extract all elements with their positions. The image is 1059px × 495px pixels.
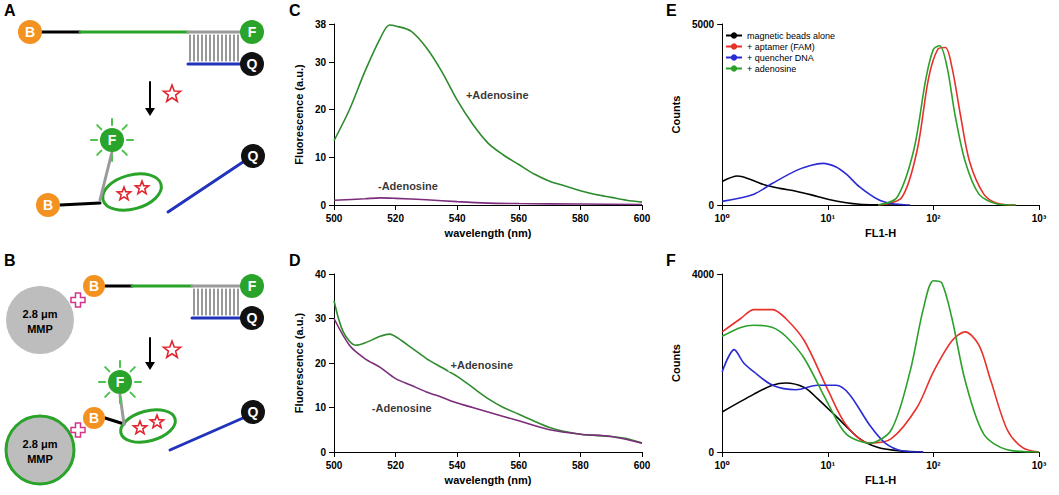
svg-text:B: B (43, 197, 53, 213)
svg-text:Q: Q (247, 56, 258, 72)
svg-text:F: F (248, 278, 257, 294)
svg-text:-Adenosine: -Adenosine (378, 180, 438, 192)
svg-text:0: 0 (709, 447, 715, 458)
svg-text:magnetic beads alone: magnetic beads alone (747, 31, 835, 41)
svg-text:B: B (25, 24, 35, 40)
svg-text:B: B (4, 252, 16, 269)
svg-text:0: 0 (320, 447, 326, 458)
svg-text:wavelength (nm): wavelength (nm) (444, 227, 532, 239)
svg-text:F: F (116, 374, 125, 390)
svg-text:FL1-H: FL1-H (865, 474, 896, 486)
svg-text:560: 560 (510, 213, 527, 224)
svg-text:+Adenosine: +Adenosine (451, 359, 514, 371)
svg-text:20: 20 (315, 104, 327, 115)
svg-text:500: 500 (326, 460, 343, 471)
svg-text:F: F (248, 24, 257, 40)
svg-text:+ aptamer (FAM): + aptamer (FAM) (747, 42, 815, 52)
svg-text:B: B (89, 410, 99, 426)
svg-text:10³: 10³ (1032, 213, 1047, 224)
svg-text:520: 520 (387, 213, 404, 224)
svg-text:520: 520 (387, 460, 404, 471)
svg-text:30: 30 (315, 313, 327, 324)
svg-text:F: F (108, 132, 117, 148)
svg-text:B: B (89, 278, 99, 294)
svg-text:38: 38 (315, 19, 327, 30)
svg-text:Fluorescence (a.u.): Fluorescence (a.u.) (293, 64, 305, 165)
svg-text:Counts: Counts (670, 96, 682, 134)
svg-text:580: 580 (572, 460, 589, 471)
svg-text:Counts: Counts (670, 344, 682, 382)
svg-text:A: A (4, 2, 16, 19)
svg-text:-Adenosine: -Adenosine (372, 402, 432, 414)
svg-text:600: 600 (634, 460, 651, 471)
svg-text:5000: 5000 (692, 19, 715, 30)
svg-text:F: F (666, 252, 676, 269)
svg-text:10²: 10² (926, 213, 941, 224)
svg-text:10²: 10² (926, 460, 941, 471)
svg-text:540: 540 (449, 460, 466, 471)
svg-text:10¹: 10¹ (821, 213, 836, 224)
svg-text:FL1-H: FL1-H (865, 227, 896, 239)
svg-text:10³: 10³ (1032, 460, 1047, 471)
svg-text:10¹: 10¹ (821, 460, 836, 471)
svg-text:40: 40 (315, 269, 327, 280)
svg-text:10: 10 (315, 402, 327, 413)
svg-text:MMP: MMP (27, 323, 53, 335)
svg-text:Q: Q (248, 404, 259, 420)
svg-text:540: 540 (449, 213, 466, 224)
svg-text:wavelength (nm): wavelength (nm) (444, 474, 532, 486)
svg-text:4000: 4000 (692, 269, 715, 280)
svg-text:Q: Q (247, 310, 258, 326)
svg-text:0: 0 (709, 200, 715, 211)
svg-text:580: 580 (572, 213, 589, 224)
svg-text:30: 30 (315, 57, 327, 68)
svg-text:560: 560 (510, 460, 527, 471)
svg-text:Fluorescence (a.u.): Fluorescence (a.u.) (293, 313, 305, 414)
svg-text:500: 500 (326, 213, 343, 224)
svg-text:10: 10 (315, 152, 327, 163)
svg-text:2.8 μm: 2.8 μm (23, 308, 58, 320)
svg-text:MMP: MMP (27, 453, 53, 465)
svg-text:10⁰: 10⁰ (714, 213, 730, 224)
svg-text:Q: Q (248, 148, 259, 164)
svg-text:0: 0 (320, 200, 326, 211)
svg-text:2.8 μm: 2.8 μm (23, 438, 58, 450)
svg-text:600: 600 (634, 213, 651, 224)
svg-text:D: D (289, 252, 301, 269)
svg-text:+ quencher DNA: + quencher DNA (747, 53, 814, 63)
svg-text:+ adenosine: + adenosine (747, 64, 796, 74)
svg-text:20: 20 (315, 358, 327, 369)
svg-text:C: C (289, 2, 301, 19)
svg-text:10⁰: 10⁰ (714, 460, 730, 471)
svg-text:+Adenosine: +Adenosine (466, 89, 529, 101)
svg-text:E: E (666, 2, 677, 19)
